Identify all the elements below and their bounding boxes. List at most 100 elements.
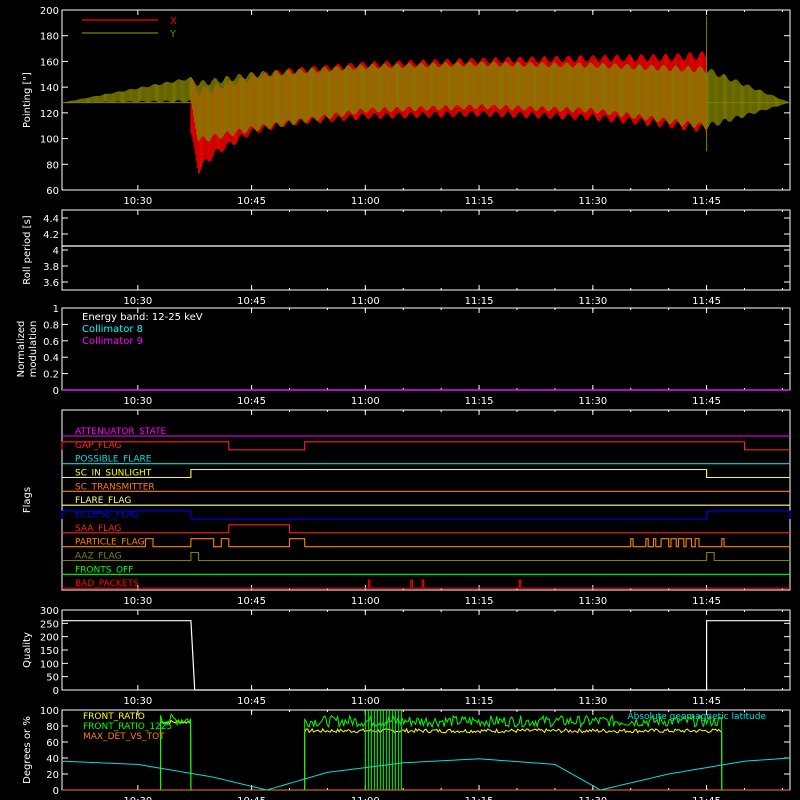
x-tick-label: 11:15 xyxy=(465,796,494,800)
flag-trace-bad_packets xyxy=(62,579,790,589)
y-tick-label: 4.2 xyxy=(43,230,59,241)
annotation: Collimator 8 xyxy=(82,324,143,335)
legend-entry: Y xyxy=(169,29,177,40)
series-burst xyxy=(364,710,402,790)
y-tick-label: 60 xyxy=(46,186,59,197)
panel-quality: 10:30 10:45 11:00 11:15 11:30 11:45 0 50 100 150 2… xyxy=(22,606,791,707)
panel-frame xyxy=(61,409,791,591)
y-tick-label: 60 xyxy=(46,738,59,749)
x-tick-label: 11:45 xyxy=(692,796,721,800)
y-tick-label: 3.8 xyxy=(43,262,59,273)
y-axis-label: Roll period [s] xyxy=(22,215,33,284)
y-tick-label: 250 xyxy=(40,619,59,630)
panel-ratios: 10:30 10:45 11:00 11:15 11:30 11:45 0 20 40 60 80 1… xyxy=(22,706,791,800)
series-y-band xyxy=(62,61,790,142)
x-tick-label: 10:45 xyxy=(237,696,266,707)
annotation: Energy band: 12-25 keV xyxy=(82,312,203,323)
flag-trace-gap_flag xyxy=(61,441,790,451)
series-line xyxy=(62,620,790,691)
y-tick-label: 0.6 xyxy=(43,337,59,348)
y-tick-label: 50 xyxy=(46,673,59,684)
flag-label: SC_IN_SUNLIGHT xyxy=(75,469,152,479)
series-geomagnetic-latitude xyxy=(61,757,791,791)
y-tick-label: 3.6 xyxy=(43,278,59,289)
x-tick-label: 11:30 xyxy=(578,396,607,407)
y-axis-label: Flags xyxy=(22,487,33,513)
x-tick-label: 10:45 xyxy=(237,196,266,207)
flag-label: FRONTS_OFF xyxy=(75,565,133,575)
y-tick-label: 100 xyxy=(40,706,59,717)
y-tick-label: 200 xyxy=(40,6,59,17)
y-tick-label: 0 xyxy=(53,686,59,697)
y-tick-label: 4 xyxy=(53,246,59,257)
flag-trace-sc_in_sunlight xyxy=(62,468,790,479)
y-tick-label: 0.2 xyxy=(43,370,59,381)
x-tick-label: 10:30 xyxy=(123,696,152,707)
panel-flags: 10:30 10:45 11:00 11:15 11:30 11:45 Flags ATTEN… xyxy=(22,409,791,607)
y-tick-label: 160 xyxy=(40,57,59,68)
y-tick-label: 20 xyxy=(46,770,59,781)
y-tick-label: 120 xyxy=(40,109,59,120)
y-tick-label: 4.4 xyxy=(43,214,59,225)
x-tick-label: 10:30 xyxy=(123,796,152,800)
flag-label: AAZ_FLAG xyxy=(75,552,122,562)
x-tick-label: 11:00 xyxy=(351,796,380,800)
legend-entry: FRONT_RATIO xyxy=(83,712,145,722)
x-tick-label: 11:15 xyxy=(465,196,494,207)
legend-entry: FRONT_RATIO_1225 xyxy=(83,722,172,732)
x-tick-label: 10:30 xyxy=(123,196,152,207)
x-tick-label: 11:30 xyxy=(578,696,607,707)
y-tick-label: 150 xyxy=(40,646,59,657)
x-tick-label: 11:00 xyxy=(351,596,380,607)
flag-label: SC_TRANSMITTER xyxy=(75,482,155,492)
panel-frame xyxy=(61,609,791,691)
flag-label: ATTENUATOR_STATE xyxy=(75,427,167,437)
flag-label: SAA_FLAG xyxy=(75,524,121,534)
y-tick-label: 80 xyxy=(46,722,59,733)
flag-label: BAD_PACKETS xyxy=(75,579,139,589)
flag-trace-saa_flag xyxy=(62,524,790,534)
y-axis-label: Degrees or % xyxy=(22,716,33,784)
legend-entry: X xyxy=(170,16,177,27)
y-tick-label: 100 xyxy=(40,135,59,146)
flag-trace-eclipse_flag xyxy=(61,510,791,520)
x-tick-label: 11:00 xyxy=(351,296,380,307)
series-front_ratio_1225 xyxy=(160,713,192,791)
y-tick-label: 80 xyxy=(46,160,59,171)
x-tick-label: 10:45 xyxy=(237,796,266,800)
x-tick-label: 11:45 xyxy=(692,196,721,207)
panel-roll: 10:30 10:45 11:00 11:15 11:30 11:45 3.6 3.8 4 4.2… xyxy=(22,209,791,307)
x-tick-label: 10:30 xyxy=(123,296,152,307)
x-tick-label: 11:45 xyxy=(692,296,721,307)
legend-entry: MAX_DET_VS_TOT xyxy=(83,732,165,742)
x-tick-label: 10:45 xyxy=(237,296,266,307)
series-front_ratio xyxy=(304,727,723,791)
x-tick-label: 11:45 xyxy=(692,696,721,707)
series-front_ratio_1225 xyxy=(304,714,723,791)
y-tick-label: 1 xyxy=(53,304,59,315)
flag-label: POSSIBLE_FLARE xyxy=(75,455,152,465)
y-tick-label: 200 xyxy=(40,633,59,644)
x-tick-label: 10:30 xyxy=(123,596,152,607)
flag-label: ECLIPSE_FLAG xyxy=(75,510,139,520)
x-tick-label: 11:30 xyxy=(578,796,607,800)
x-tick-label: 10:45 xyxy=(237,396,266,407)
y-tick-label: 300 xyxy=(40,606,59,617)
x-tick-label: 11:30 xyxy=(578,596,607,607)
x-tick-label: 11:15 xyxy=(465,596,494,607)
flag-label: FLARE_FLAG xyxy=(75,496,131,506)
series-x-band xyxy=(190,51,707,174)
y-tick-label: 0.8 xyxy=(43,320,59,331)
y-axis-label: Quality xyxy=(22,632,33,668)
y-tick-label: 100 xyxy=(40,659,59,670)
x-tick-label: 11:30 xyxy=(578,296,607,307)
x-tick-label: 11:15 xyxy=(465,296,494,307)
x-tick-label: 10:30 xyxy=(123,396,152,407)
flag-label: PARTICLE_FLAG xyxy=(75,538,145,548)
y-tick-label: 140 xyxy=(40,83,59,94)
y-tick-label: 40 xyxy=(46,754,59,765)
panel-frame xyxy=(61,209,791,291)
x-tick-label: 11:00 xyxy=(351,396,380,407)
x-tick-label: 11:30 xyxy=(578,196,607,207)
x-tick-label: 11:45 xyxy=(692,596,721,607)
